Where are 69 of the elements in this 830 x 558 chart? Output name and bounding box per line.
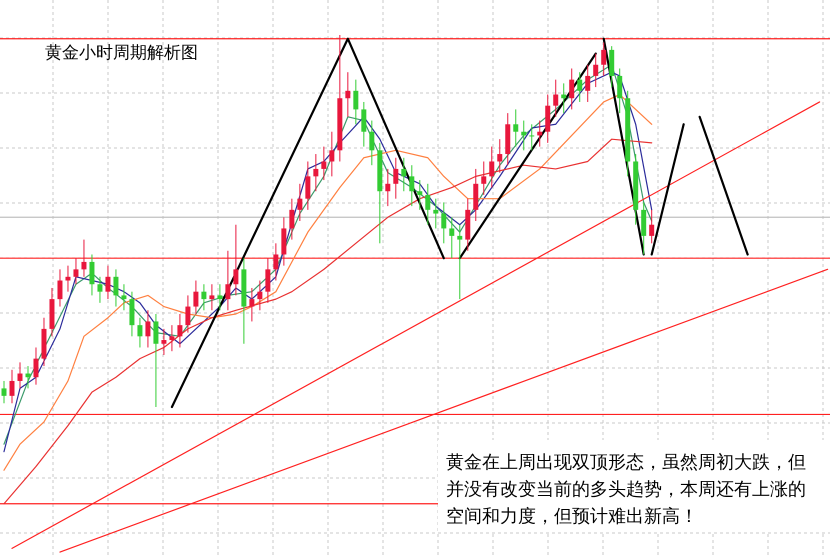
candlestick <box>257 280 262 311</box>
candlestick <box>185 294 190 334</box>
candlestick <box>105 265 110 300</box>
candlestick <box>97 276 102 304</box>
candlestick <box>81 239 86 278</box>
candlestick <box>225 250 230 311</box>
candlestick <box>217 284 222 311</box>
candlestick <box>345 72 350 118</box>
candlestick <box>537 120 542 148</box>
candlestick <box>481 160 486 196</box>
candlestick <box>57 268 62 308</box>
candlestick <box>145 310 150 348</box>
candlestick <box>2 380 6 404</box>
candlestick <box>489 146 494 188</box>
candlestick <box>201 284 206 311</box>
text: 黄金小时周期解析图 <box>45 43 198 63</box>
candlestick <box>273 242 278 282</box>
candlestick <box>297 183 302 222</box>
candlestick <box>561 82 566 114</box>
candlestick <box>289 198 294 240</box>
candlestick <box>585 64 590 102</box>
candlestick <box>153 314 158 408</box>
candlestick <box>353 79 358 125</box>
candlestick <box>457 224 462 300</box>
candlestick <box>521 120 526 151</box>
candlestick <box>497 138 502 174</box>
candlestick <box>89 254 94 296</box>
candlestick <box>17 362 22 389</box>
candlestick <box>449 216 454 259</box>
candlestick <box>177 314 182 348</box>
candlestick <box>73 258 78 285</box>
candlestick <box>529 124 534 151</box>
candlestick <box>369 120 374 166</box>
candlestick <box>305 160 310 210</box>
candlestick <box>593 53 598 88</box>
candlestick <box>409 164 414 207</box>
candlestick <box>417 180 422 210</box>
candlestick <box>313 154 318 192</box>
candlestick <box>193 280 198 314</box>
candlestick <box>113 268 118 308</box>
candlestick <box>393 157 398 200</box>
candlestick <box>553 79 558 118</box>
candlestick <box>233 224 238 296</box>
candlestick <box>601 42 606 76</box>
candlestick <box>137 317 142 348</box>
candlestick <box>513 108 518 148</box>
candlestick <box>249 287 254 322</box>
candlestick <box>649 209 654 244</box>
candlestick <box>385 168 390 207</box>
candlestick <box>441 202 446 244</box>
candlestick <box>161 328 166 356</box>
candlestick <box>65 265 70 292</box>
candlestick <box>321 146 326 181</box>
candlestick <box>121 284 126 311</box>
candlestick <box>433 198 438 229</box>
text: 黄金在上周出现双顶形态，虽然周初大跌，但并没有改变当前的多头趋势，本周还有上涨的空间和力度，但预计难出新高！ <box>446 452 806 527</box>
candlestick <box>361 101 366 148</box>
candlestick <box>33 346 38 386</box>
candlestick <box>425 183 430 226</box>
candlestick <box>209 284 214 311</box>
candlestick <box>9 369 14 404</box>
candlestick <box>169 324 174 352</box>
candlestick <box>25 366 30 389</box>
candlestick <box>329 131 334 177</box>
candlestick <box>265 258 270 304</box>
candlestick <box>569 68 574 110</box>
candlestick <box>577 72 582 102</box>
candlestick <box>617 68 622 114</box>
candlestick <box>401 157 406 192</box>
